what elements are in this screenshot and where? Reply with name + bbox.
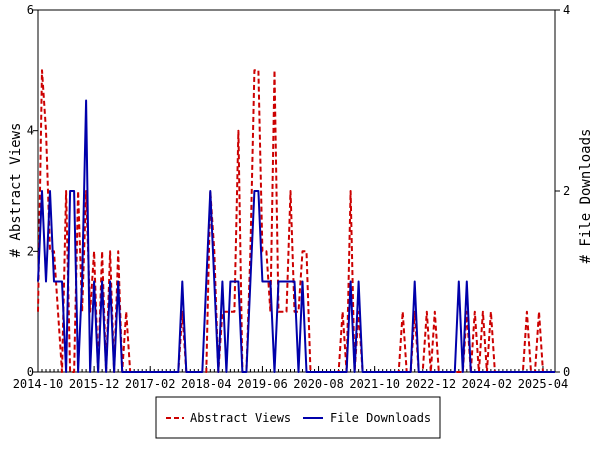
y-left-tick-label: 4 <box>27 124 34 138</box>
y-right-ticks: 0 2 4 <box>555 3 570 379</box>
x-tick-label: 2024-02 <box>462 377 513 391</box>
legend-box <box>155 396 441 439</box>
y-right-tick-label: 2 <box>563 184 570 198</box>
y-left-ticks: 0 2 4 6 <box>27 3 38 379</box>
y-right-tick-label: 4 <box>563 3 570 17</box>
legend-label-file-downloads: File Downloads <box>330 411 431 425</box>
y-left-tick-label: 6 <box>27 3 34 17</box>
x-tick-label: 2017-02 <box>125 377 176 391</box>
x-tick-label: 2020-08 <box>293 377 344 391</box>
x-tick-label: 2018-04 <box>181 377 232 391</box>
series-layer <box>37 69 555 373</box>
y-left-tick-label: 0 <box>27 365 34 379</box>
x-tick-label: 2021-10 <box>349 377 400 391</box>
series-line-abstract-views <box>37 69 555 373</box>
x-tick-label: 2025-04 <box>518 377 569 391</box>
legend-label-abstract-views: Abstract Views <box>190 411 291 425</box>
x-tick-label: 2022-12 <box>405 377 456 391</box>
x-tick-label: 2015-12 <box>69 377 120 391</box>
x-tick-label: 2019-06 <box>237 377 288 391</box>
y-right-tick-label: 0 <box>563 365 570 379</box>
y-right-axis-title: # File Downloads <box>578 129 594 264</box>
series-line-file-downloads <box>37 99 555 373</box>
y-left-tick-label: 2 <box>27 244 34 258</box>
y-left-axis-title: # Abstract Views <box>8 123 24 258</box>
legend: Abstract Views File Downloads <box>155 396 441 439</box>
x-ticks: 2014-10 2015-12 2017-02 2018-04 2019-06 2020-… <box>13 366 569 391</box>
x-tick-label: 2014-10 <box>13 377 64 391</box>
